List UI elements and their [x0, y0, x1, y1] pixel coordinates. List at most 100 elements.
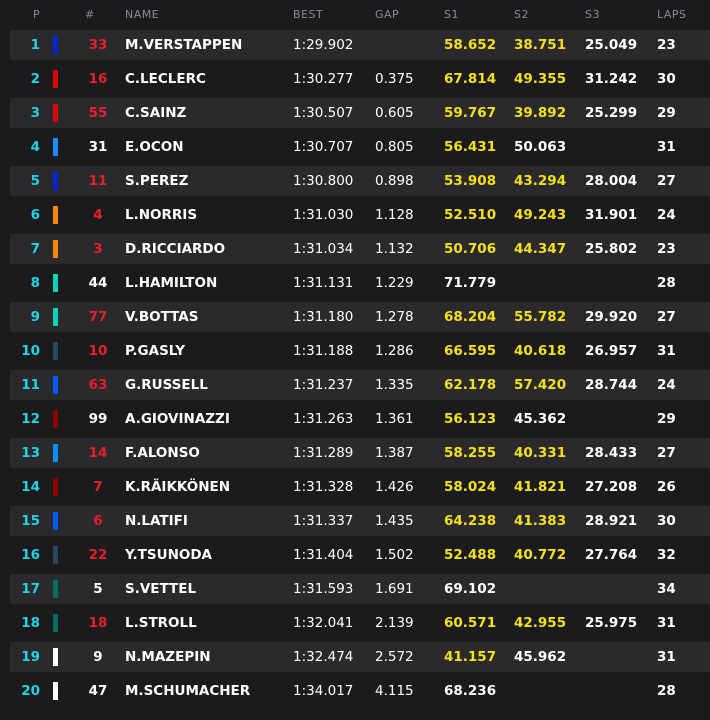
- sector-1-cell: 58.024: [444, 479, 497, 495]
- header-s2: S2: [514, 8, 529, 21]
- table-row[interactable]: 1 33 M.VERSTAPPEN 1:29.902 58.652 38.751 25.04…: [10, 30, 710, 60]
- laps-cell: 32: [657, 547, 676, 563]
- sector-2-cell: 44.347: [514, 241, 567, 257]
- table-row[interactable]: 3 55 C.SAINZ 1:30.507 0.605 59.767 39.892 25.29…: [10, 98, 710, 128]
- car-number-cell: 9: [93, 649, 103, 665]
- best-time-cell: 1:31.289: [293, 445, 354, 461]
- driver-name-cell: S.VETTEL: [125, 581, 197, 597]
- laps-cell: 28: [657, 275, 676, 291]
- table-row[interactable]: 6 4 L.NORRIS 1:31.030 1.128 52.510 49.243 31.90…: [10, 200, 710, 230]
- gap-cell: 0.605: [375, 105, 414, 121]
- laps-cell: 24: [657, 207, 676, 223]
- position-cell: 10: [21, 343, 40, 359]
- car-number-cell: 3: [93, 241, 103, 257]
- gap-cell: 2.139: [375, 615, 414, 631]
- gap-cell: 1.691: [375, 581, 414, 597]
- driver-name-cell: M.SCHUMACHER: [125, 683, 251, 699]
- table-row[interactable]: 4 31 E.OCON 1:30.707 0.805 56.431 50.063 31: [10, 132, 710, 162]
- table-row[interactable]: 9 77 V.BOTTAS 1:31.180 1.278 68.204 55.782 29.9…: [10, 302, 710, 332]
- car-number-cell: 55: [88, 105, 108, 121]
- team-color-bar: [53, 512, 58, 530]
- table-row[interactable]: 18 18 L.STROLL 1:32.041 2.139 60.571 42.955 25.…: [10, 608, 710, 638]
- table-row[interactable]: 12 99 A.GIOVINAZZI 1:31.263 1.361 56.123 45.36…: [10, 404, 710, 434]
- table-row[interactable]: 17 5 S.VETTEL 1:31.593 1.691 69.102 34: [10, 574, 710, 604]
- laps-cell: 34: [657, 581, 676, 597]
- gap-cell: 0.375: [375, 71, 414, 87]
- car-number-cell: 44: [88, 275, 108, 291]
- table-row[interactable]: 11 63 G.RUSSELL 1:31.237 1.335 62.178 57.420 28…: [10, 370, 710, 400]
- sector-3-cell: 28.004: [585, 173, 638, 189]
- table-row[interactable]: 8 44 L.HAMILTON 1:31.131 1.229 71.779 28: [10, 268, 710, 298]
- laps-cell: 31: [657, 343, 676, 359]
- driver-name-cell: G.RUSSELL: [125, 377, 208, 393]
- car-number-cell: 33: [88, 37, 108, 53]
- best-time-cell: 1:31.180: [293, 309, 354, 325]
- best-time-cell: 1:31.034: [293, 241, 354, 257]
- best-time-cell: 1:31.263: [293, 411, 354, 427]
- table-row[interactable]: 20 47 M.SCHUMACHER 1:34.017 4.115 68.236 28: [10, 676, 710, 706]
- laps-cell: 30: [657, 71, 676, 87]
- position-cell: 13: [21, 445, 40, 461]
- gap-cell: 1.128: [375, 207, 414, 223]
- sector-1-cell: 52.510: [444, 207, 497, 223]
- car-number-cell: 6: [93, 513, 103, 529]
- position-cell: 9: [30, 309, 40, 325]
- table-row[interactable]: 10 10 P.GASLY 1:31.188 1.286 66.595 40.618 26.9…: [10, 336, 710, 366]
- header-laps: LAPS: [657, 8, 687, 21]
- best-time-cell: 1:29.902: [293, 37, 354, 53]
- best-time-cell: 1:34.017: [293, 683, 354, 699]
- position-cell: 5: [30, 173, 40, 189]
- sector-1-cell: 69.102: [444, 581, 497, 597]
- driver-name-cell: A.GIOVINAZZI: [125, 411, 230, 427]
- sector-1-cell: 68.204: [444, 309, 497, 325]
- sector-1-cell: 60.571: [444, 615, 497, 631]
- best-time-cell: 1:30.507: [293, 105, 354, 121]
- table-row[interactable]: 19 9 N.MAZEPIN 1:32.474 2.572 41.157 45.962 31: [10, 642, 710, 672]
- laps-cell: 28: [657, 683, 676, 699]
- gap-cell: 1.335: [375, 377, 414, 393]
- position-cell: 6: [30, 207, 40, 223]
- table-row[interactable]: 5 11 S.PEREZ 1:30.800 0.898 53.908 43.294 28.00…: [10, 166, 710, 196]
- sector-3-cell: 31.901: [585, 207, 638, 223]
- driver-name-cell: P.GASLY: [125, 343, 186, 359]
- driver-name-cell: C.SAINZ: [125, 105, 187, 121]
- best-time-cell: 1:31.404: [293, 547, 354, 563]
- driver-name-cell: L.NORRIS: [125, 207, 198, 223]
- driver-name-cell: N.MAZEPIN: [125, 649, 211, 665]
- best-time-cell: 1:31.593: [293, 581, 354, 597]
- table-row[interactable]: 16 22 Y.TSUNODA 1:31.404 1.502 52.488 40.772 27…: [10, 540, 710, 570]
- best-time-cell: 1:30.277: [293, 71, 354, 87]
- laps-cell: 31: [657, 139, 676, 155]
- gap-cell: 2.572: [375, 649, 414, 665]
- sector-3-cell: 28.921: [585, 513, 638, 529]
- sector-2-cell: 45.962: [514, 649, 567, 665]
- team-color-bar: [53, 70, 58, 88]
- position-cell: 15: [21, 513, 40, 529]
- team-color-bar: [53, 206, 58, 224]
- sector-1-cell: 64.238: [444, 513, 497, 529]
- header-best: BEST: [293, 8, 324, 21]
- team-color-bar: [53, 376, 58, 394]
- header-number: #: [85, 8, 95, 21]
- table-row[interactable]: 2 16 C.LECLERC 1:30.277 0.375 67.814 49.355 31.…: [10, 64, 710, 94]
- table-row[interactable]: 13 14 F.ALONSO 1:31.289 1.387 58.255 40.331 28.…: [10, 438, 710, 468]
- table-row[interactable]: 14 7 K.RÄIKKÖNEN 1:31.328 1.426 58.024 41.821 2…: [10, 472, 710, 502]
- team-color-bar: [53, 308, 58, 326]
- laps-cell: 23: [657, 37, 676, 53]
- table-row[interactable]: 15 6 N.LATIFI 1:31.337 1.435 64.238 41.383 28.9…: [10, 506, 710, 536]
- sector-3-cell: 28.744: [585, 377, 638, 393]
- driver-name-cell: V.BOTTAS: [125, 309, 199, 325]
- best-time-cell: 1:31.030: [293, 207, 354, 223]
- team-color-bar: [53, 682, 58, 700]
- sector-1-cell: 56.123: [444, 411, 497, 427]
- laps-cell: 27: [657, 445, 676, 461]
- header-name: NAME: [125, 8, 160, 21]
- best-time-cell: 1:31.237: [293, 377, 354, 393]
- position-cell: 19: [21, 649, 40, 665]
- car-number-cell: 7: [93, 479, 103, 495]
- team-color-bar: [53, 478, 58, 496]
- gap-cell: 0.898: [375, 173, 414, 189]
- table-row[interactable]: 7 3 D.RICCIARDO 1:31.034 1.132 50.706 44.347 25…: [10, 234, 710, 264]
- gap-cell: 4.115: [375, 683, 414, 699]
